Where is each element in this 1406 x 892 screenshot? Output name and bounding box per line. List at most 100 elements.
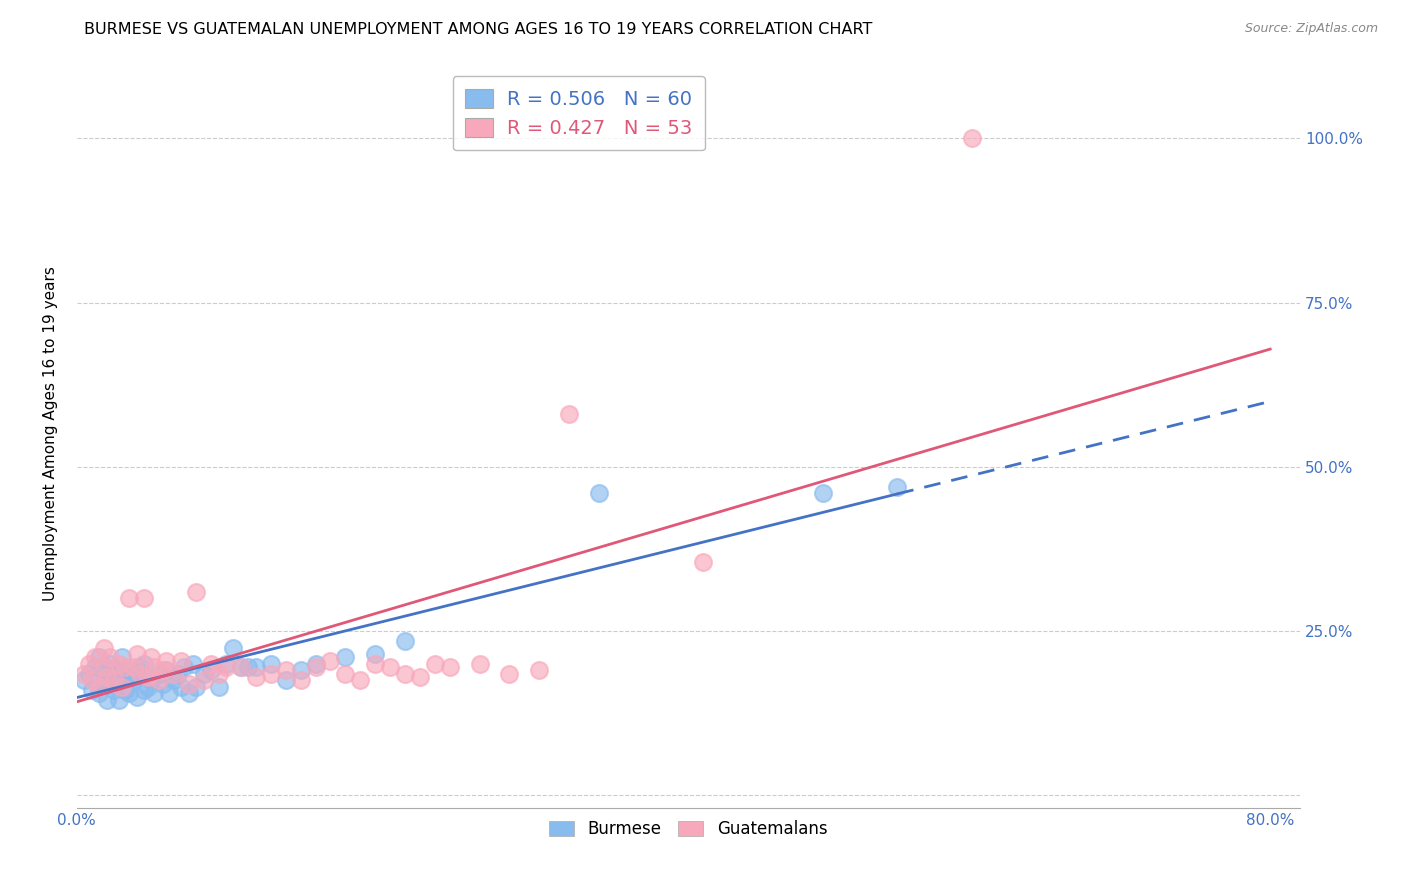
Point <box>141 650 163 665</box>
Point <box>304 657 326 671</box>
Legend: Burmese, Guatemalans: Burmese, Guatemalans <box>543 814 834 845</box>
Point <box>125 666 148 681</box>
Point <box>98 650 121 665</box>
Point <box>394 634 416 648</box>
Point <box>207 666 229 681</box>
Point <box>193 666 215 681</box>
Point <box>155 654 177 668</box>
Point <box>125 647 148 661</box>
Point <box>215 660 238 674</box>
Point <box>77 666 100 681</box>
Point <box>186 584 208 599</box>
Point <box>260 666 283 681</box>
Point <box>229 660 252 674</box>
Point <box>143 686 166 700</box>
Point <box>200 657 222 671</box>
Point <box>93 660 115 674</box>
Point <box>423 657 446 671</box>
Point <box>107 693 129 707</box>
Point <box>77 657 100 671</box>
Point <box>290 673 312 688</box>
Point <box>118 591 141 606</box>
Point <box>274 664 297 678</box>
Point <box>89 680 111 694</box>
Point <box>960 131 983 145</box>
Point <box>114 683 136 698</box>
Point <box>80 673 103 688</box>
Point <box>138 670 160 684</box>
Point <box>96 673 118 688</box>
Point <box>238 660 260 674</box>
Point <box>215 657 238 671</box>
Point <box>111 666 134 681</box>
Point <box>335 666 357 681</box>
Point <box>207 680 229 694</box>
Point <box>886 479 908 493</box>
Point <box>409 670 432 684</box>
Point <box>118 670 141 684</box>
Point <box>155 664 177 678</box>
Point <box>193 673 215 688</box>
Point <box>107 657 129 671</box>
Point <box>692 555 714 569</box>
Point <box>186 680 208 694</box>
Point <box>148 666 170 681</box>
Point <box>274 673 297 688</box>
Point <box>181 657 204 671</box>
Point <box>811 486 834 500</box>
Point <box>83 650 105 665</box>
Point <box>143 660 166 674</box>
Point <box>118 686 141 700</box>
Text: BURMESE VS GUATEMALAN UNEMPLOYMENT AMONG AGES 16 TO 19 YEARS CORRELATION CHART: BURMESE VS GUATEMALAN UNEMPLOYMENT AMONG… <box>84 22 873 37</box>
Point <box>93 640 115 655</box>
Point <box>335 650 357 665</box>
Point <box>103 664 125 678</box>
Point <box>558 407 581 421</box>
Point <box>290 664 312 678</box>
Point <box>148 673 170 688</box>
Point <box>498 666 520 681</box>
Point <box>173 660 195 674</box>
Point <box>103 673 125 688</box>
Point <box>588 486 610 500</box>
Point <box>245 660 267 674</box>
Point <box>122 673 145 688</box>
Point <box>349 673 371 688</box>
Point <box>93 660 115 674</box>
Point <box>132 657 155 671</box>
Point <box>529 664 551 678</box>
Point <box>141 673 163 688</box>
Point <box>177 676 200 690</box>
Point <box>128 660 150 674</box>
Point <box>157 686 180 700</box>
Y-axis label: Unemployment Among Ages 16 to 19 years: Unemployment Among Ages 16 to 19 years <box>44 267 58 601</box>
Point <box>89 686 111 700</box>
Point <box>152 664 174 678</box>
Point <box>245 670 267 684</box>
Point <box>111 650 134 665</box>
Point <box>439 660 461 674</box>
Point <box>73 666 96 681</box>
Point <box>89 650 111 665</box>
Point <box>222 640 245 655</box>
Point <box>98 657 121 671</box>
Point <box>177 686 200 700</box>
Point <box>170 654 193 668</box>
Point <box>107 673 129 688</box>
Point <box>98 666 121 681</box>
Point <box>200 664 222 678</box>
Point <box>114 664 136 678</box>
Point <box>132 591 155 606</box>
Text: Source: ZipAtlas.com: Source: ZipAtlas.com <box>1244 22 1378 36</box>
Point <box>378 660 401 674</box>
Point <box>468 657 491 671</box>
Point <box>167 666 190 681</box>
Point <box>93 676 115 690</box>
Point <box>319 654 342 668</box>
Point <box>229 660 252 674</box>
Point <box>96 670 118 684</box>
Point <box>83 660 105 674</box>
Point <box>80 683 103 698</box>
Point <box>364 647 387 661</box>
Point <box>364 657 387 671</box>
